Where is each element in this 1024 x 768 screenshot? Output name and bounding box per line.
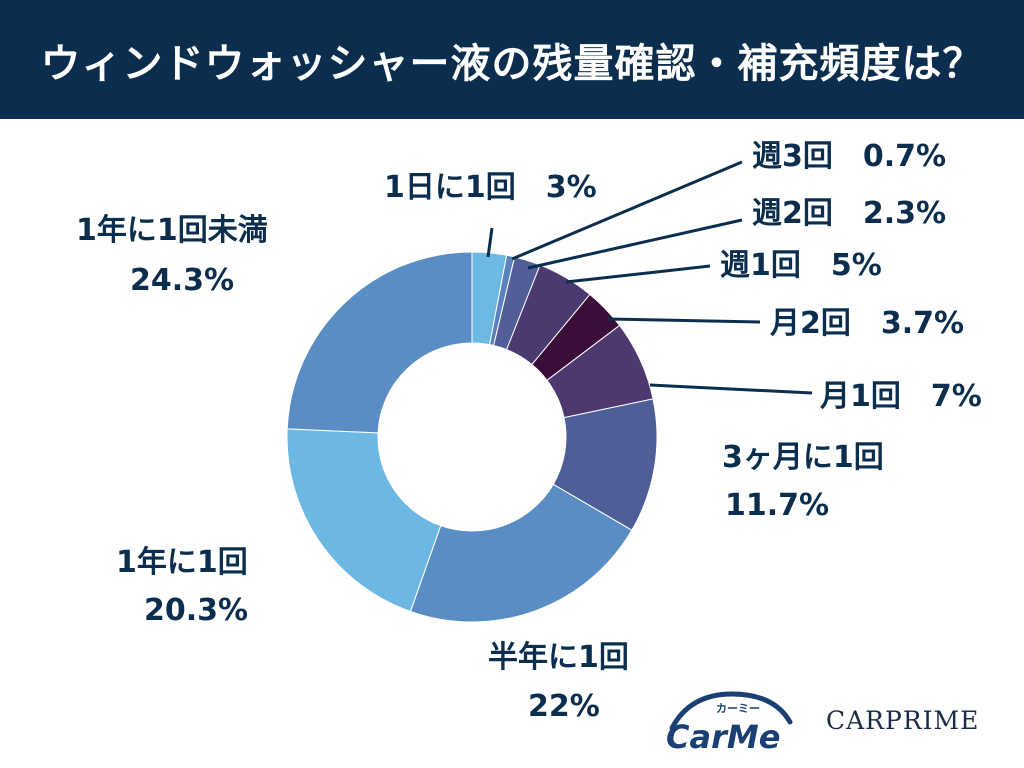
slice-label-7: 半年に1回 — [488, 640, 629, 675]
slice-label-1: 週3回 0.7% — [752, 139, 946, 174]
page-title: ウィンドウォッシャー液の残量確認・補充頻度は？ — [40, 40, 984, 87]
slice-value-6: 11.7% — [725, 488, 829, 523]
slice-label-9: 1年に1回未満 — [76, 213, 268, 248]
slice-value-9: 24.3% — [130, 263, 234, 298]
slice-label-4: 月2回 3.7% — [770, 306, 964, 341]
slice-value-7: 22% — [528, 689, 600, 724]
carme-wordmark: CarMe — [666, 718, 780, 756]
slice-9 — [286, 251, 473, 434]
leader-line-2 — [527, 218, 743, 270]
slice-label-8: 1年に1回 — [116, 545, 248, 580]
slice-label-6: 3ヶ月に1回 — [722, 440, 884, 475]
header-banner: ウィンドウォッシャー液の残量確認・補充頻度は？ — [0, 0, 1024, 119]
leader-line-5 — [649, 383, 813, 395]
slice-label-0: 1日に1回 3% — [384, 170, 597, 205]
leader-line-0 — [486, 227, 494, 258]
carme-kana: カーミー — [716, 702, 760, 715]
leader-line-4 — [607, 317, 761, 324]
leader-line-1 — [511, 160, 743, 261]
carme-logo: カーミー CarMe — [666, 691, 793, 756]
slice-label-2: 週2回 2.3% — [752, 196, 946, 231]
slice-value-8: 20.3% — [144, 593, 248, 628]
slice-label-5: 月1回 7% — [820, 379, 982, 414]
leader-line-3 — [565, 264, 711, 284]
slice-8 — [286, 428, 442, 613]
slice-7 — [409, 483, 633, 623]
carprime-logo: CARPRIME — [826, 706, 980, 735]
slice-label-3: 週1回 5% — [720, 248, 882, 283]
